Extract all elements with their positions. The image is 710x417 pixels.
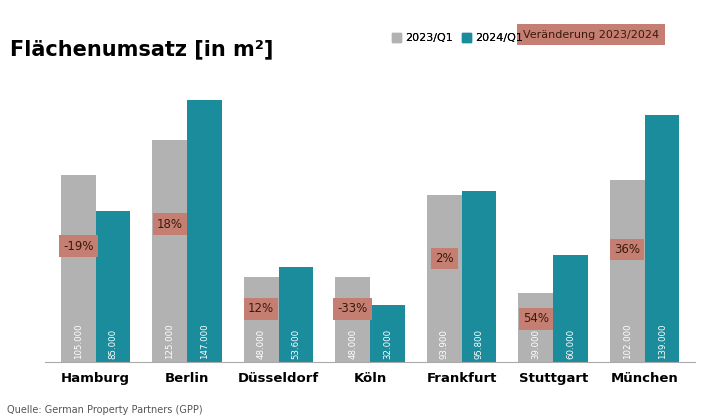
Text: 36%: 36%	[614, 243, 640, 256]
Text: -33%: -33%	[338, 302, 368, 315]
Bar	[278, 266, 313, 362]
Bar	[518, 292, 553, 362]
Text: 60.000: 60.000	[566, 329, 575, 359]
Bar	[462, 191, 496, 362]
Text: 12%: 12%	[248, 302, 274, 315]
Text: 85.000: 85.000	[109, 329, 117, 359]
Text: 39.000: 39.000	[531, 329, 540, 359]
Text: Quelle: German Property Partners (GPP): Quelle: German Property Partners (GPP)	[7, 405, 203, 415]
Text: 125.000: 125.000	[165, 324, 174, 359]
Text: 48.000: 48.000	[348, 329, 357, 359]
Bar	[370, 305, 405, 362]
Text: 93.900: 93.900	[439, 329, 449, 359]
Text: 95.800: 95.800	[474, 329, 484, 359]
Text: 32.000: 32.000	[383, 329, 392, 359]
Text: 18%: 18%	[157, 218, 182, 231]
Text: 54%: 54%	[523, 312, 549, 325]
Bar	[187, 100, 222, 362]
Text: 2%: 2%	[435, 252, 454, 265]
Legend: 2023/Q1, 2024/Q1: 2023/Q1, 2024/Q1	[388, 30, 527, 46]
Bar	[244, 276, 278, 362]
Bar	[96, 211, 131, 362]
Bar	[335, 276, 370, 362]
Text: Flächenumsatz [in m²]: Flächenumsatz [in m²]	[9, 39, 273, 59]
Bar	[610, 181, 645, 362]
Bar	[645, 115, 679, 362]
Text: Veränderung 2023/2024: Veränderung 2023/2024	[523, 30, 659, 40]
Bar	[61, 175, 96, 362]
Bar	[427, 195, 462, 362]
Text: 102.000: 102.000	[623, 324, 632, 359]
Text: -19%: -19%	[63, 240, 94, 253]
Bar	[153, 140, 187, 362]
Text: 53.600: 53.600	[292, 329, 300, 359]
Text: 105.000: 105.000	[74, 324, 82, 359]
Bar	[553, 255, 588, 362]
Text: 48.000: 48.000	[257, 329, 266, 359]
Text: 139.000: 139.000	[657, 324, 667, 359]
Text: 147.000: 147.000	[200, 324, 209, 359]
